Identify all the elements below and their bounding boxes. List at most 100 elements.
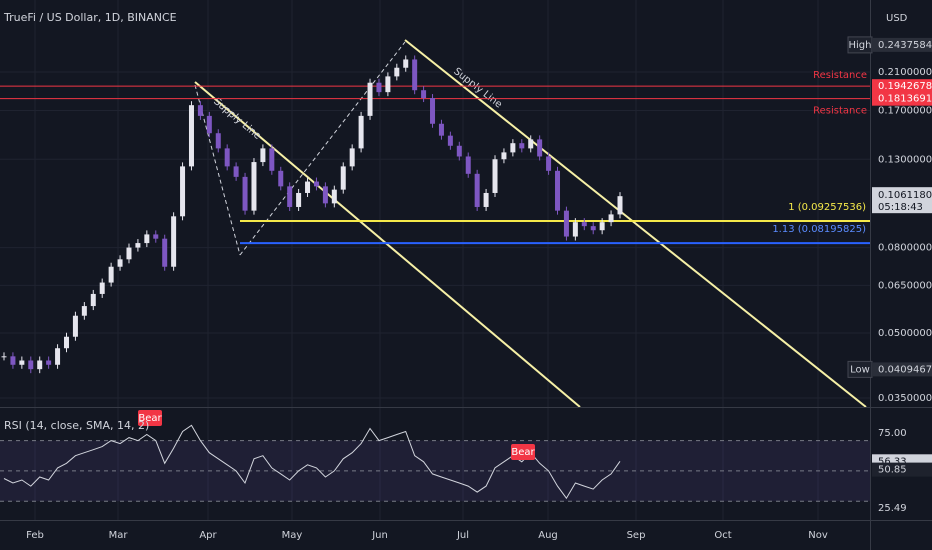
candle bbox=[367, 82, 373, 116]
candle bbox=[19, 360, 25, 365]
candle bbox=[215, 133, 221, 149]
candle bbox=[117, 259, 123, 267]
rsi-title: RSI (14, close, SMA, 14, 2) bbox=[4, 419, 149, 432]
bear-signal bbox=[138, 410, 162, 426]
candle bbox=[287, 186, 293, 207]
x-tick-label: Jul bbox=[456, 530, 469, 541]
candle bbox=[590, 226, 596, 231]
candle bbox=[376, 82, 382, 93]
candle bbox=[546, 156, 552, 171]
candle bbox=[394, 67, 400, 77]
rsi-sma: 50.85 bbox=[878, 465, 907, 476]
x-tick-label: Oct bbox=[714, 530, 731, 541]
candle bbox=[572, 222, 578, 237]
low-box bbox=[872, 362, 932, 377]
bear-signal-label: Bear bbox=[138, 413, 162, 424]
candle bbox=[349, 148, 355, 167]
candle bbox=[233, 166, 239, 177]
x-tick-label: Sep bbox=[627, 530, 646, 541]
candle bbox=[474, 173, 480, 207]
low-value: 0.04094678 bbox=[878, 364, 932, 375]
low-tag-label: Low bbox=[850, 364, 870, 375]
resistance-label: Resistance bbox=[813, 70, 867, 81]
bear-signal bbox=[511, 444, 535, 460]
candle bbox=[331, 189, 337, 204]
candle bbox=[90, 293, 96, 307]
x-tick-label: Nov bbox=[808, 530, 828, 541]
bear-signal-label: Bear bbox=[511, 447, 535, 458]
currency: USD bbox=[886, 13, 908, 24]
candle bbox=[519, 143, 525, 149]
candle bbox=[37, 360, 43, 370]
x-tick-label: Mar bbox=[109, 530, 129, 541]
x-tick-label: Apr bbox=[199, 530, 217, 541]
resistance-value: 0.19426784 bbox=[878, 81, 932, 92]
candle bbox=[126, 247, 132, 260]
candle bbox=[456, 145, 462, 157]
candle bbox=[197, 105, 203, 116]
candle bbox=[322, 186, 328, 204]
candle bbox=[358, 115, 364, 149]
candle bbox=[260, 148, 266, 163]
candle bbox=[242, 176, 248, 211]
candle bbox=[430, 98, 436, 124]
supply-line bbox=[404, 39, 867, 408]
candle bbox=[340, 166, 346, 190]
candle bbox=[171, 216, 177, 267]
candle bbox=[153, 234, 159, 239]
candle bbox=[563, 210, 569, 237]
candle bbox=[108, 266, 114, 283]
rsi-last: 56.33 bbox=[878, 456, 907, 467]
candle bbox=[403, 59, 409, 68]
candle bbox=[135, 243, 141, 248]
candle bbox=[278, 170, 284, 187]
last-price: 0.10611807 bbox=[878, 190, 932, 201]
high-box bbox=[872, 37, 932, 52]
zigzag bbox=[239, 41, 406, 256]
resistance-label: Resistance bbox=[813, 106, 867, 117]
candle bbox=[72, 315, 78, 337]
candle bbox=[10, 356, 16, 365]
supply-line bbox=[194, 81, 581, 408]
fib-label: 1.13 (0.08195825) bbox=[772, 224, 866, 235]
candle bbox=[438, 123, 444, 136]
candle bbox=[608, 214, 614, 223]
candle bbox=[162, 238, 168, 267]
candle bbox=[251, 162, 257, 211]
candle bbox=[465, 156, 471, 174]
candle bbox=[305, 181, 311, 193]
candle bbox=[55, 348, 61, 365]
candle bbox=[46, 360, 52, 365]
x-tick-label: Aug bbox=[538, 530, 558, 541]
candle bbox=[224, 148, 230, 167]
candle bbox=[206, 115, 212, 134]
candle bbox=[188, 105, 194, 167]
candle bbox=[528, 139, 534, 149]
last-price-box bbox=[872, 187, 932, 214]
plot: Resistance Resistance 1 (0.09257536) 1.13 (… bbox=[0, 55, 870, 502]
candle bbox=[537, 139, 543, 157]
candle bbox=[617, 196, 623, 215]
candle bbox=[296, 192, 302, 207]
x-tick-label: May bbox=[282, 530, 303, 541]
fib-label: 1 (0.09257536) bbox=[788, 202, 866, 213]
candle bbox=[99, 282, 105, 294]
candle bbox=[421, 90, 427, 99]
resistance-value: 0.18136916 bbox=[878, 94, 932, 105]
candle bbox=[501, 152, 507, 160]
high-value: 0.24375848 bbox=[878, 40, 932, 51]
x-tick-label: Feb bbox=[26, 530, 44, 541]
candle bbox=[599, 222, 605, 231]
rsi-tick-label: 25.49 bbox=[878, 503, 907, 514]
resistance-box bbox=[872, 91, 932, 106]
candle bbox=[269, 148, 275, 171]
candle bbox=[313, 181, 319, 187]
candle bbox=[412, 59, 418, 91]
rsi-tick-label: 75.00 bbox=[878, 428, 907, 439]
